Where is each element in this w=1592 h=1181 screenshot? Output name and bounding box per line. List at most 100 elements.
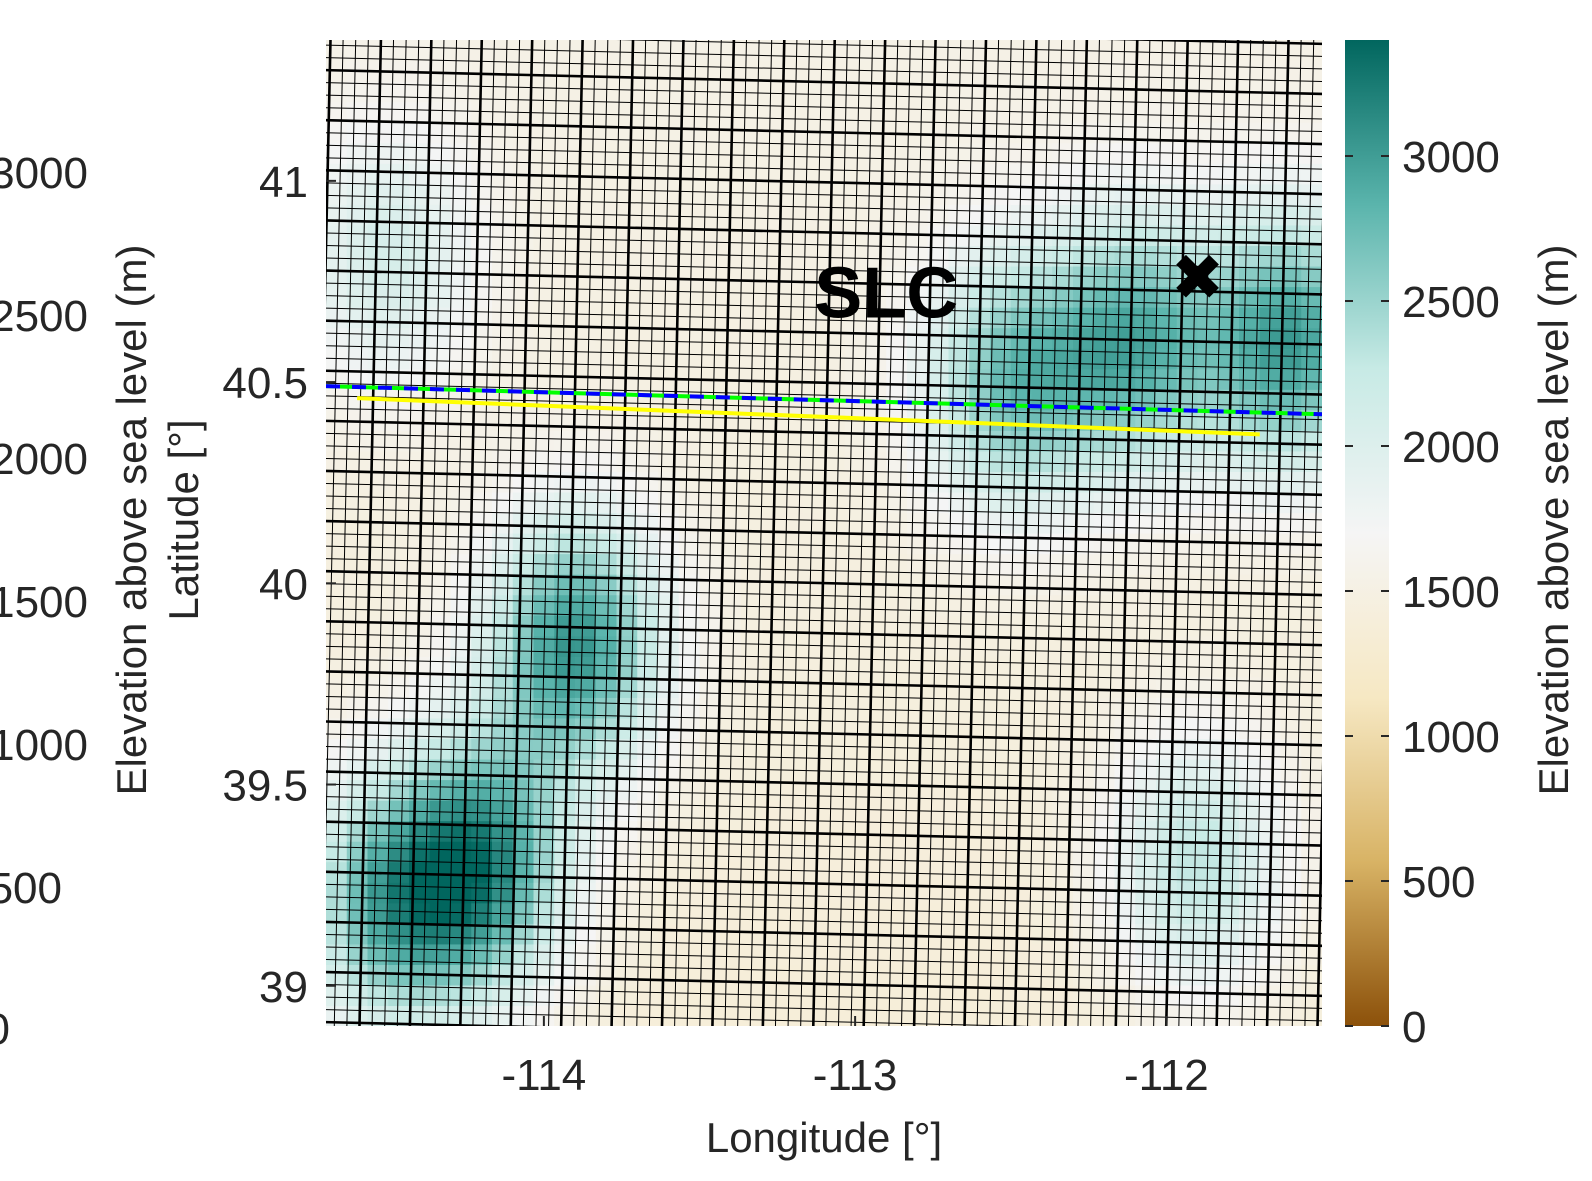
heatmap-cell [927, 450, 950, 472]
heatmap-cell [367, 902, 389, 924]
heatmap-cell [1031, 512, 1053, 534]
heatmap-cell [907, 348, 929, 370]
heatmap-cell [1301, 286, 1322, 308]
heatmap-cell [1176, 471, 1199, 493]
heatmap-cell [948, 615, 970, 637]
heatmap-cell [533, 224, 555, 247]
heatmap-cell [678, 491, 701, 514]
heatmap-cell [844, 882, 867, 904]
heatmap-cell [388, 635, 410, 657]
heatmap-cell [865, 512, 887, 534]
fine-grid-line [326, 946, 1322, 972]
heatmap-cell [637, 101, 659, 123]
coarse-grid-line [610, 40, 635, 1026]
heatmap-cell [699, 491, 721, 514]
heatmap-cell [803, 450, 825, 472]
heatmap-cell [699, 923, 721, 945]
heatmap-cell [1114, 471, 1136, 493]
heatmap-cell [1259, 430, 1282, 452]
heatmap-cell [595, 820, 618, 842]
heatmap-cell [637, 81, 659, 103]
heatmap-cell [554, 676, 576, 698]
heatmap-cell [450, 553, 472, 575]
fine-grid-line [326, 996, 1322, 1022]
heatmap-cell [492, 676, 514, 698]
heatmap-cell [1176, 533, 1199, 555]
heatmap-cell [450, 348, 472, 370]
heatmap-cell [1010, 635, 1033, 657]
heatmap-cell [824, 984, 846, 1007]
coarse-grid-line [326, 770, 1322, 797]
fine-grid-line [326, 182, 1322, 208]
heatmap-cell [1259, 923, 1282, 945]
heatmap-cell [616, 964, 638, 986]
heatmap-cell [969, 40, 991, 62]
coarse-grid-line [326, 269, 1322, 296]
heatmap-cell [533, 594, 555, 616]
heatmap-cell [1052, 60, 1074, 82]
heatmap-cell [1218, 553, 1240, 575]
heatmap-cell [948, 512, 970, 534]
heatmap-cell [678, 615, 701, 637]
heatmap-cell [388, 245, 410, 267]
fine-grid-line [686, 40, 710, 1026]
heatmap-cell [1031, 882, 1053, 904]
heatmap-cell [346, 635, 369, 657]
heatmap-cell [533, 512, 555, 534]
heatmap-cell [948, 800, 970, 822]
heatmap-cell [637, 204, 659, 226]
heatmap-cell [720, 635, 742, 657]
heatmap-cell [886, 923, 908, 945]
heatmap-cell [803, 348, 825, 370]
heatmap-cell [782, 60, 804, 82]
heatmap-cell [741, 81, 763, 103]
heatmap-cell [409, 697, 431, 719]
heatmap-cell [326, 491, 348, 514]
coarse-grid-line [1265, 40, 1290, 1026]
fine-grid-line [326, 332, 1322, 358]
heatmap-cell [367, 758, 389, 781]
heatmap-cell [388, 841, 410, 863]
heatmap-cell [637, 902, 659, 924]
heatmap-cell [1239, 368, 1261, 390]
heatmap-cell [1135, 265, 1157, 288]
heatmap-cell [388, 533, 410, 555]
heatmap-cell [720, 286, 742, 308]
heatmap-cell [471, 142, 493, 164]
heatmap-cell [1010, 286, 1033, 308]
heatmap-cell [720, 943, 742, 965]
heatmap-cell [865, 964, 887, 986]
axes: -114 -113 -112 39 39.5 40 40.5 41 Longitude [°… [160, 158, 1209, 1161]
heatmap-cell [782, 101, 804, 123]
heatmap-cell [471, 430, 493, 452]
heatmap-cell [990, 409, 1012, 431]
heatmap-cell [1010, 533, 1033, 555]
heatmap-cell [1093, 245, 1116, 267]
heatmap-cell [844, 615, 867, 637]
heatmap-cell [1239, 245, 1261, 267]
heatmap-cell [533, 450, 555, 472]
heatmap-cell [1176, 183, 1199, 205]
heatmap-cell [471, 101, 493, 123]
heatmap-cell [782, 286, 804, 308]
heatmap-cell [1156, 265, 1178, 288]
heatmap-cell [865, 594, 887, 616]
heatmap-cell [1114, 964, 1136, 986]
heatmap-cell [533, 697, 555, 719]
heatmap-cell [678, 265, 701, 288]
heatmap-cell [1259, 183, 1282, 205]
heatmap-cell [471, 800, 493, 822]
heatmap-cell [637, 882, 659, 904]
heatmap-cell [1010, 163, 1033, 185]
heatmap-cell [575, 841, 597, 863]
heatmap-cell [575, 738, 597, 760]
heatmap-cell [990, 574, 1012, 596]
heatmap-cell [678, 142, 701, 164]
heatmap-cell [575, 307, 597, 329]
heatmap-cell [512, 902, 535, 924]
heatmap-cell [1073, 943, 1095, 965]
heatmap-cell [471, 122, 493, 144]
slc-marker-icon: ✖ [1171, 241, 1225, 315]
fine-grid-line [396, 40, 420, 1026]
heatmap-cell [1259, 122, 1282, 144]
